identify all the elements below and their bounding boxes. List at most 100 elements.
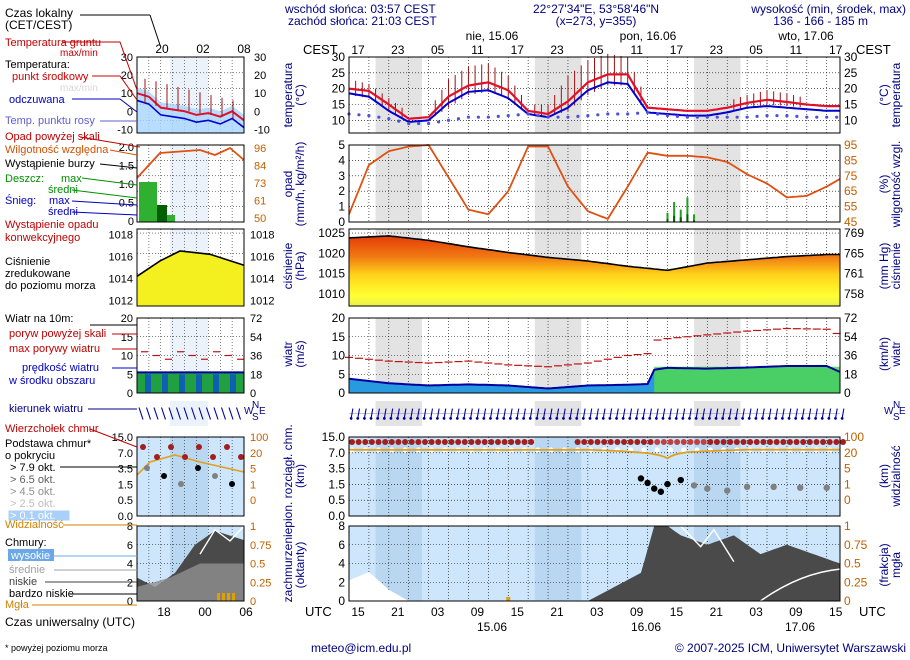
- cover-tick-left: 8: [338, 519, 345, 533]
- left-pressure-tick: 1018: [109, 230, 133, 242]
- cloud-top-marker: [581, 439, 588, 445]
- night-band: [375, 145, 422, 222]
- cloud-top-marker: [753, 439, 760, 445]
- cest-tick-label: 17: [670, 43, 684, 57]
- wind-arrow-head: [475, 417, 479, 420]
- wind-arrow-head: [363, 417, 366, 420]
- cloud-top-marker: [355, 439, 362, 445]
- temp-feel-line: [348, 81, 840, 123]
- night-band: [694, 145, 741, 222]
- cloud-cover-mid-line: [680, 525, 735, 562]
- cloud-top-marker: [840, 439, 846, 445]
- wind-arrow-head: [555, 417, 559, 420]
- legend-wind-title: Wiatr na 10m:: [5, 313, 73, 325]
- wind-arrow: [496, 408, 500, 419]
- svg-text:(km): (km): [877, 464, 891, 488]
- left-wind-arrow: [153, 407, 159, 420]
- temp-dew-point: [436, 120, 441, 124]
- footer-email[interactable]: meteo@icm.edu.pl: [311, 641, 411, 655]
- left-wind-dark-band: [145, 374, 151, 393]
- cest-tick-label: 11: [630, 43, 643, 57]
- pressure-tick-right: 761: [844, 267, 864, 281]
- legend-okt-45: > 4.5 okt.: [10, 486, 56, 498]
- left-cloud-tick: 0.0: [118, 511, 133, 523]
- cloud-top-marker: [494, 439, 501, 445]
- legend-precip-above: Opad powyżej skali: [5, 131, 100, 143]
- legend-okt-25: > 2.5 okt.: [10, 498, 56, 510]
- wind-tick-left: 20: [332, 311, 346, 325]
- cloud-cover-high-line: [759, 568, 841, 602]
- axis-title-temp-right: (°C) temperatura: [877, 62, 903, 127]
- wind-arrow: [695, 408, 699, 419]
- wind-arrow: [801, 408, 805, 419]
- legend-rain-max: max: [61, 173, 82, 185]
- left-wind-arrow: [205, 407, 212, 420]
- legend-leader-line: [89, 428, 138, 448]
- wind-arrow-head: [668, 417, 672, 420]
- left-fog-tick: 0.75: [250, 540, 271, 552]
- wind-arrow-head: [482, 417, 486, 420]
- left-pressure-area: [137, 251, 244, 306]
- left-cest-tick: 20: [155, 42, 169, 56]
- left-wind-arrow: [145, 407, 152, 420]
- cloud-base-okt-marker: [704, 485, 711, 492]
- left-pressure-tick-r: 1016: [250, 252, 274, 264]
- cloud-top-marker: [574, 439, 581, 445]
- compass-n: N: [252, 400, 259, 411]
- temp-dew-point: [516, 113, 520, 117]
- elevation-values: 136 - 166 - 185 m: [773, 14, 868, 28]
- temp-dew-point: [805, 115, 809, 119]
- wind-tick-right: 0: [844, 386, 851, 400]
- svg-text:(oktanty): (oktanty): [293, 542, 307, 589]
- cloud-tick-left: 3.5: [328, 462, 345, 476]
- left-pressure-tick-r: 1014: [250, 274, 274, 286]
- cloud-base-okt-marker: [770, 483, 777, 491]
- cloud-tick-left: 1.5: [328, 477, 345, 491]
- precip-max-bar: [686, 197, 689, 222]
- left-precip-tick: 0.5: [119, 198, 134, 210]
- wind-arrow-head: [694, 417, 698, 420]
- cloud-base-okt-marker: [796, 484, 804, 491]
- left-cloud-tick: 3.5: [118, 464, 133, 476]
- left-cloud-tick: 1.5: [118, 479, 133, 491]
- wind-arrow-head: [542, 417, 545, 420]
- left-ground-temp-area: [137, 87, 244, 133]
- axis-title-precip-right: (%) wilgotność wzgl.: [877, 141, 903, 229]
- left-precip-tick: 1.0: [119, 179, 134, 191]
- left-wind-dark-band: [196, 374, 202, 393]
- night-band: [375, 318, 422, 393]
- wind-arrow-head: [734, 417, 738, 420]
- left-cloud-tick: 0.5: [118, 495, 133, 507]
- cloud-top-marker: [733, 439, 740, 445]
- cest-tick-label: 11: [790, 43, 803, 57]
- left-cloud-base-marker: [212, 473, 218, 479]
- wind-arrow: [742, 408, 745, 419]
- backgrounds: [137, 57, 840, 601]
- wind-arrow: [543, 408, 546, 419]
- legend-rain: Deszcz:: [5, 173, 44, 185]
- legend-temp-mid: punkt środkowy: [12, 71, 89, 83]
- wind-speed-strong-band: [654, 366, 840, 393]
- legend-pressure: Ciśnienie: [5, 256, 50, 268]
- main-prec-bg: [349, 145, 840, 222]
- temp-tick-right: 25: [844, 66, 858, 80]
- wind-arrow: [748, 408, 752, 419]
- wind-arrow: [629, 408, 633, 419]
- cest-tick-label: 05: [590, 43, 604, 57]
- svg-text:opad: opad: [281, 171, 295, 198]
- left-vis-tick: 0: [250, 495, 256, 507]
- left-rain-max-bar: [139, 182, 157, 222]
- wind-arrow-head: [774, 417, 778, 420]
- utc-tick-label: 09: [789, 605, 803, 619]
- temp-dew-point: [496, 114, 500, 118]
- wind-arrow: [841, 408, 845, 419]
- cloud-top-marker: [740, 439, 747, 445]
- wind-arrow: [390, 408, 394, 419]
- svg-text:(km): (km): [293, 464, 307, 488]
- cloud-top-marker: [634, 439, 641, 445]
- utc-tick-label: 03: [749, 605, 763, 619]
- wind-arrow: [834, 408, 838, 419]
- left-panel-frame-wind: [136, 317, 245, 394]
- legend-clouds-high: wysokie: [10, 550, 50, 562]
- svg-text:wilgotność wzgl.: wilgotność wzgl.: [889, 141, 903, 229]
